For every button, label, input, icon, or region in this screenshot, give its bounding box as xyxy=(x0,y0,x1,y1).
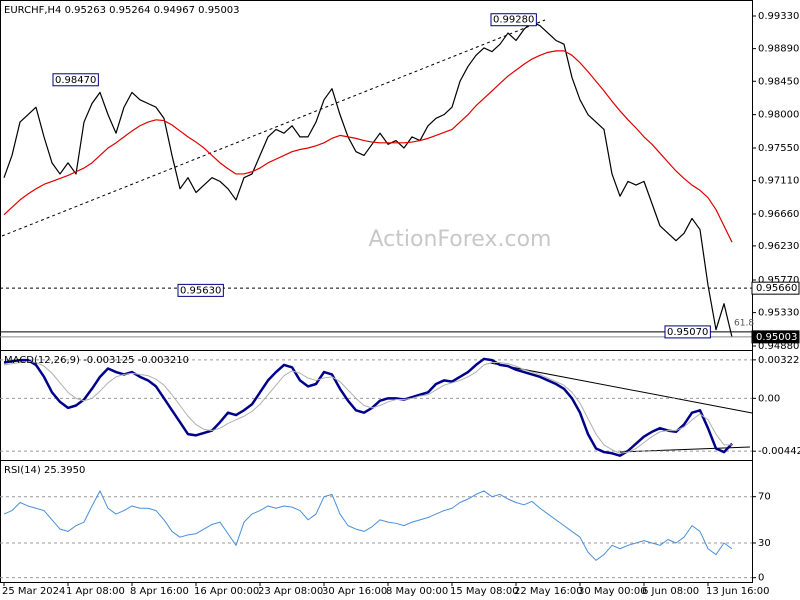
x-tick-label: 16 Apr 00:00 xyxy=(194,586,259,597)
y-tick-label: -0.004424 xyxy=(758,446,800,457)
y-tick-label: 0.96660 xyxy=(758,209,799,220)
y-tick-label: 0 xyxy=(758,573,764,584)
x-tick-label: 6 Jun 08:00 xyxy=(642,586,699,597)
y-tick-label: 0.00 xyxy=(758,393,780,404)
annotation-box xyxy=(52,73,99,87)
x-tick-label: 25 Mar 2024 xyxy=(2,586,65,597)
y-tick-label: 0.97110 xyxy=(758,176,799,187)
x-tick-label: 22 May 16:00 xyxy=(514,586,583,597)
price-label: 0.95003 xyxy=(756,332,797,343)
x-tick-label: 15 May 08:00 xyxy=(450,586,519,597)
x-tick-label: 13 Jun 16:00 xyxy=(706,586,770,597)
annotation-label: 0.95070 xyxy=(667,327,708,338)
series-line xyxy=(3,21,733,338)
y-tick-label: 0.98450 xyxy=(758,76,799,87)
y-tick-label: 0.98890 xyxy=(758,44,799,55)
series-line xyxy=(3,50,733,243)
x-tick-label: 8 May 00:00 xyxy=(386,586,448,597)
annotation-box xyxy=(177,283,224,297)
y-tick-label: 0.99330 xyxy=(758,11,799,22)
x-tick-label: 30 Apr 16:00 xyxy=(322,586,387,597)
x-tick-label: 1 Apr 08:00 xyxy=(66,586,125,597)
x-tick-label: 8 Apr 16:00 xyxy=(130,586,189,597)
price-label-box xyxy=(751,330,800,344)
series-line xyxy=(3,360,732,454)
price-label: 0.95660 xyxy=(756,283,797,294)
x-tick-label: 23 Apr 08:00 xyxy=(258,586,323,597)
y-tick-label: 0.98000 xyxy=(758,110,799,121)
trend-line xyxy=(1,19,546,237)
y-tick-label: 30 xyxy=(758,538,771,549)
y-tick-label: 0.95330 xyxy=(758,308,799,319)
y-tick-label: 0.94880 xyxy=(758,341,799,352)
panel-title: MACD(12,26,9) -0.003125 -0.003210 xyxy=(4,355,189,366)
y-tick-label: 0.003222 xyxy=(758,355,800,366)
annotation-label: 0.98470 xyxy=(55,75,96,86)
price-label-box xyxy=(751,281,800,295)
annotation-label: 0.99280 xyxy=(493,15,534,26)
panel-title: EURCHF,H4 0.95263 0.95264 0.94967 0.9500… xyxy=(4,5,240,16)
series-line xyxy=(3,490,733,561)
y-tick-label: 0.96230 xyxy=(758,241,799,252)
watermark: ActionForex.com xyxy=(369,227,552,252)
annotation-label: 0.95630 xyxy=(180,285,221,296)
x-tick-label: 30 May 00:00 xyxy=(578,586,647,597)
y-tick-label: 70 xyxy=(758,492,771,503)
y-tick-label: 0.95770 xyxy=(758,275,799,286)
annotation-box xyxy=(664,325,711,339)
fib-label: 61.8 xyxy=(734,319,754,329)
macd-trend-line xyxy=(489,362,753,414)
panel-title: RSI(14) 25.3950 xyxy=(4,465,85,476)
annotation-box xyxy=(490,13,537,27)
y-tick-label: 0.97550 xyxy=(758,143,799,154)
